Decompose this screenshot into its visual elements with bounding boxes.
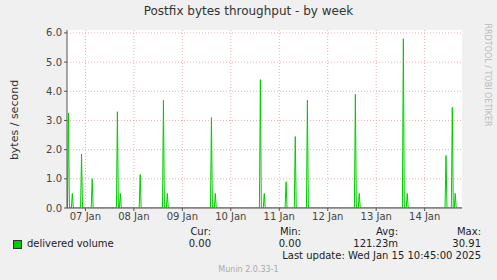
svg-text:14 Jan: 14 Jan xyxy=(409,211,440,222)
svg-text:08 Jan: 08 Jan xyxy=(118,211,149,222)
svg-text:6.0: 6.0 xyxy=(46,27,62,38)
svg-text:09 Jan: 09 Jan xyxy=(167,211,198,222)
html-text:Avg:: Avg: xyxy=(376,226,398,237)
html-text:Cur:: Cur: xyxy=(190,226,211,237)
html-text:0.00: 0.00 xyxy=(278,238,301,249)
svg-text:2.0: 2.0 xyxy=(46,144,62,155)
html-text:RRDTOOL / TOBI OETIKER: RRDTOOL / TOBI OETIKER xyxy=(482,23,492,127)
svg-text:0.0: 0.0 xyxy=(46,203,62,214)
html-text:121.23m: 121.23m xyxy=(353,238,398,249)
html-text:Last update: Wed Jan 15 10:45:: Last update: Wed Jan 15 10:45:00 2025 xyxy=(282,250,481,261)
svg-text:11 Jan: 11 Jan xyxy=(264,211,295,222)
html-text:Postfix bytes throughput - by: Postfix bytes throughput - by week xyxy=(143,4,354,18)
html-text:30.91: 30.91 xyxy=(452,238,481,249)
svg-text:4.0: 4.0 xyxy=(46,86,62,97)
svg-text:12 Jan: 12 Jan xyxy=(312,211,343,222)
html-text:0.00: 0.00 xyxy=(188,238,211,249)
svg-text:07 Jan: 07 Jan xyxy=(70,211,101,222)
html-text:delivered volume: delivered volume xyxy=(27,238,114,249)
svg-text:3.0: 3.0 xyxy=(46,115,62,126)
svg-text:10 Jan: 10 Jan xyxy=(215,211,246,222)
svg-text:5.0: 5.0 xyxy=(46,57,62,68)
html-text:Munin 2.0.33-1: Munin 2.0.33-1 xyxy=(218,265,279,274)
svg-text:1.0: 1.0 xyxy=(46,173,62,184)
html-text:bytes / second: bytes / second xyxy=(7,79,21,161)
html-text:Min:: Min: xyxy=(279,226,301,237)
html-text:Max:: Max: xyxy=(457,226,481,237)
svg-text:13 Jan: 13 Jan xyxy=(361,211,392,222)
